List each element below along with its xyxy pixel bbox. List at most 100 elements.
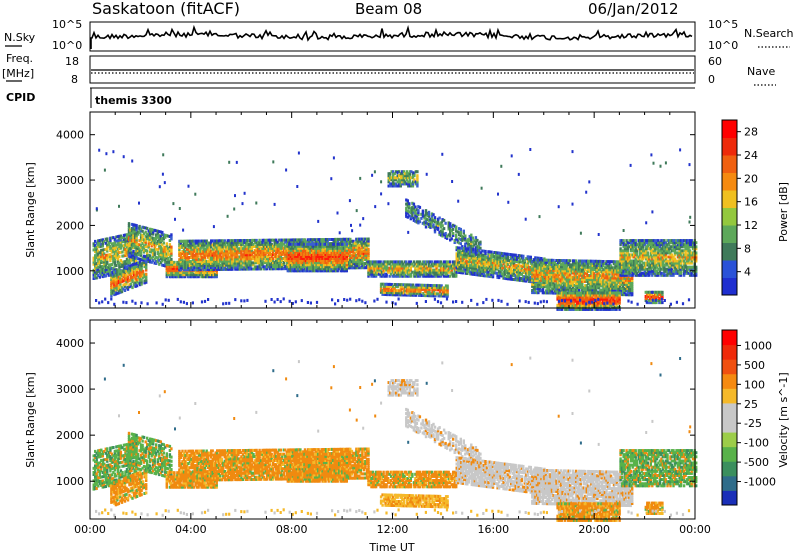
data-cell (484, 258, 487, 261)
data-cell (202, 259, 205, 263)
data-cell (145, 278, 148, 282)
data-cell (404, 293, 407, 297)
data-cell (147, 231, 150, 235)
data-cell (490, 275, 493, 279)
data-cell (191, 260, 195, 264)
data-cell (191, 275, 194, 279)
nsky-panel (89, 21, 696, 52)
data-cell (494, 253, 498, 257)
data-cell (315, 253, 318, 256)
data-cell (422, 285, 425, 289)
data-cell (298, 253, 302, 256)
data-cell (164, 260, 167, 264)
data-cell (342, 267, 345, 271)
data-cell (202, 268, 205, 272)
data-cell (112, 248, 115, 252)
data-cell (194, 262, 198, 266)
data-cell (406, 215, 409, 219)
data-cell (352, 245, 355, 249)
data-cell (502, 266, 505, 270)
data-cell (205, 241, 208, 245)
data-cell (289, 242, 292, 246)
data-cell (462, 235, 465, 239)
data-cell (180, 273, 184, 277)
data-cell (464, 267, 467, 271)
data-cell (115, 243, 118, 247)
data-cell (496, 267, 499, 271)
data-cell (202, 245, 205, 249)
data-cell (377, 262, 381, 266)
data-cell (327, 255, 330, 258)
data-cell (258, 245, 261, 248)
data-cell (106, 259, 109, 263)
data-cell (327, 242, 330, 246)
data-cell (173, 269, 176, 273)
data-cell (473, 270, 477, 274)
data-cell (430, 262, 434, 266)
data-cell (421, 260, 425, 264)
data-cell (267, 261, 270, 265)
data-cell (445, 270, 449, 274)
data-cell (450, 225, 453, 229)
data-cell (339, 265, 342, 269)
data-cell (414, 205, 417, 209)
data-cell (113, 284, 116, 288)
data-cell (203, 251, 207, 255)
data-cell (284, 250, 287, 254)
data-cell (408, 206, 411, 210)
data-cell (459, 242, 462, 246)
data-cell (205, 264, 208, 267)
data-cell (470, 237, 473, 241)
data-cell (273, 265, 276, 269)
data-cell (228, 241, 231, 245)
data-cell (324, 242, 327, 246)
data-cell (318, 269, 321, 273)
data-cell (428, 294, 431, 298)
data-cell (122, 235, 126, 239)
data-cell (510, 253, 513, 257)
data-cell (103, 248, 106, 252)
data-cell (95, 268, 98, 272)
data-cell (335, 246, 338, 250)
data-cell (197, 247, 201, 251)
data-cell (134, 264, 137, 268)
data-cell (249, 255, 252, 259)
data-cell (141, 273, 145, 277)
data-cell (106, 237, 109, 241)
data-cell (132, 275, 136, 279)
data-cell (379, 282, 383, 286)
data-cell (202, 255, 205, 259)
data-cell (442, 233, 446, 237)
data-cell (352, 262, 355, 266)
data-cell (382, 290, 386, 294)
data-cell (419, 293, 422, 297)
data-cell (191, 273, 194, 277)
data-cell (231, 267, 234, 271)
data-cell (178, 241, 181, 245)
data-cell (119, 278, 122, 282)
data-cell (292, 246, 296, 250)
data-cell (467, 244, 470, 248)
data-cell (247, 257, 251, 261)
data-cell (338, 237, 341, 241)
data-cell (440, 292, 443, 296)
data-cell (110, 236, 114, 240)
data-cell (382, 282, 386, 286)
data-cell (106, 249, 109, 253)
data-cell (294, 257, 297, 260)
data-cell (199, 268, 202, 272)
data-cell (111, 271, 115, 275)
data-cell (130, 227, 134, 230)
data-cell (103, 262, 106, 266)
data-cell (500, 272, 504, 276)
data-cell (214, 241, 217, 245)
data-cell (187, 260, 190, 264)
nave-tick-bottom: 0 (708, 73, 715, 86)
data-cell (468, 245, 471, 249)
data-cell (144, 249, 147, 252)
data-cell (203, 262, 207, 265)
data-cell (113, 287, 116, 290)
data-cell (477, 245, 481, 249)
data-cell (140, 264, 143, 268)
data-cell (324, 255, 327, 258)
